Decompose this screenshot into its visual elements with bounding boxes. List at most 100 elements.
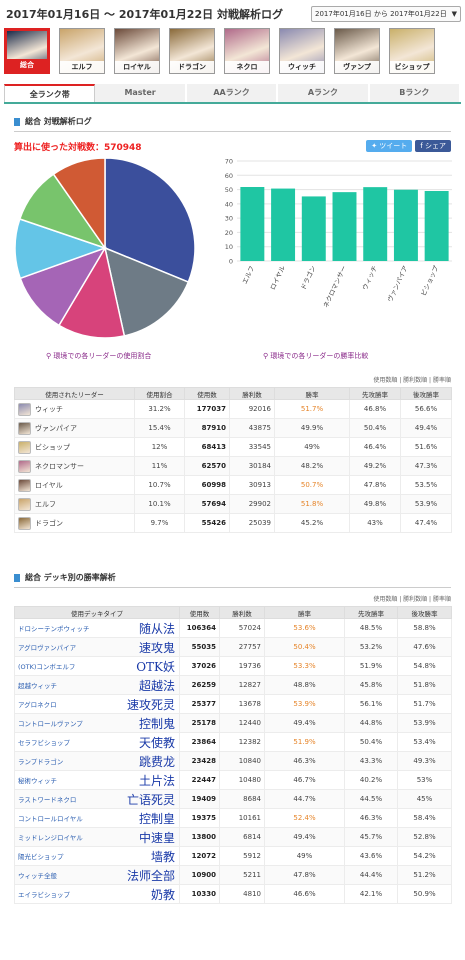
column-header[interactable]: 後攻勝率 (397, 606, 452, 619)
tweet-button[interactable]: ✦ ツイート (366, 140, 413, 152)
first-winrate-cell: 46.4% (349, 437, 401, 457)
used-cell: 37026 (179, 656, 220, 676)
used-cell: 22447 (179, 770, 220, 790)
leader-card[interactable]: 総合 (4, 28, 50, 74)
first-winrate-cell: 43.3% (344, 751, 398, 771)
leader-card[interactable]: ドラゴン (169, 28, 215, 74)
pie-caption[interactable]: ⚲ 環境での各リーダーの使用割合 (46, 351, 151, 361)
column-header[interactable]: 使用数 (184, 387, 230, 400)
deck-name-cell[interactable]: コントロールロイヤル 控制皇 (14, 808, 180, 828)
facebook-icon: f (420, 142, 425, 150)
second-winrate-cell: 53.5% (400, 475, 452, 495)
column-header[interactable]: 使用デッキタイプ (14, 606, 180, 619)
table-row: ランプドラゴン 跳费龙 23428 10840 46.3% 43.3% 49.3% (14, 751, 452, 771)
column-header[interactable]: 勝利数 (219, 606, 265, 619)
deck-link[interactable]: ミッドレンジロイヤル (18, 834, 83, 842)
leader-name: ネクロマンサー (35, 462, 84, 470)
winrate-cell: 46.7% (264, 770, 345, 790)
second-winrate-cell: 56.6% (400, 399, 452, 419)
deck-link[interactable]: ウィッチ全般 (18, 872, 57, 880)
column-header[interactable]: 使用数 (179, 606, 220, 619)
leader-card[interactable]: ロイヤル (114, 28, 160, 74)
deck-link[interactable]: セラフビショップ (18, 739, 70, 747)
sort-links[interactable]: 使用数順 | 勝利数順 | 勝率順 (373, 377, 451, 384)
winrate-cell: 46.3% (264, 751, 345, 771)
leader-card[interactable]: ネクロ (224, 28, 270, 74)
column-header[interactable]: 後攻勝率 (400, 387, 452, 400)
facebook-share-button[interactable]: f シェア (415, 140, 451, 152)
rank-tab[interactable]: Bランク (369, 84, 462, 102)
deck-name-cell[interactable]: アグロネクロ 速攻死灵 (14, 694, 180, 714)
first-winrate-cell: 42.1% (344, 884, 398, 904)
column-header[interactable]: 先攻勝率 (344, 606, 398, 619)
wins-cell: 25039 (229, 513, 275, 533)
deck-annotation: 墙教 (150, 850, 175, 864)
deck-link[interactable]: コントロールヴァンプ (18, 720, 83, 728)
deck-link[interactable]: 超越ウィッチ (18, 682, 57, 690)
deck-link[interactable]: 陽光ビショップ (18, 853, 64, 861)
leader-name-cell: ヴァンパイア (14, 418, 135, 438)
deck-link[interactable]: アグロネクロ (18, 701, 57, 709)
deck-link[interactable]: ラストワードネクロ (18, 796, 77, 804)
column-header[interactable]: 先攻勝率 (349, 387, 401, 400)
column-header[interactable]: 使用されたリーダー (14, 387, 135, 400)
rank-tab[interactable]: Master (95, 84, 187, 102)
wins-cell: 10161 (219, 808, 265, 828)
date-range-select[interactable]: 2017年01月16日 から 2017年01月22日 ▼ (311, 6, 461, 22)
wins-cell: 5211 (219, 865, 265, 885)
leader-card[interactable]: エルフ (59, 28, 105, 74)
deck-name-cell[interactable]: ランプドラゴン 跳费龙 (14, 751, 180, 771)
deck-link[interactable]: ドロシーテンポウィッチ (18, 625, 90, 633)
leader-card[interactable]: ウィッチ (279, 28, 325, 74)
bar-caption[interactable]: ⚲ 環境での各リーダーの勝率比較 (263, 351, 368, 361)
table-row: ウィッチ全般 法师全部 10900 5211 47.8% 44.4% 51.2% (14, 865, 452, 885)
deck-link[interactable]: コントロールロイヤル (18, 815, 83, 823)
y-tick-label: 10 (225, 243, 233, 251)
deck-link[interactable]: アグロヴァンパイア (18, 644, 77, 652)
deck-name-cell[interactable]: アグロヴァンパイア 速攻鬼 (14, 637, 180, 657)
leader-avatar-icon (18, 421, 31, 435)
deck-link[interactable]: ランプドラゴン (18, 758, 64, 766)
deck-name-cell[interactable]: 超越ウィッチ 超越法 (14, 675, 180, 695)
section-bullet-icon (14, 117, 20, 126)
deck-name-cell[interactable]: セラフビショップ 天使教 (14, 732, 180, 752)
column-header[interactable]: 勝率 (274, 387, 350, 400)
deck-name-cell[interactable]: エイラビショップ 奶教 (14, 884, 180, 904)
wins-cell: 30184 (229, 456, 275, 476)
table-row: エイラビショップ 奶教 10330 4810 46.6% 42.1% 50.9% (14, 884, 452, 904)
column-header[interactable]: 勝利数 (229, 387, 275, 400)
deck-name-cell[interactable]: ラストワードネクロ 亡语死灵 (14, 789, 180, 809)
leader-name: ロイヤル (35, 481, 63, 489)
deck-link[interactable]: エイラビショップ (18, 891, 70, 899)
column-header[interactable]: 勝率 (264, 606, 345, 619)
wins-cell: 10480 (219, 770, 265, 790)
rank-tab[interactable]: Aランク (278, 84, 370, 102)
deck-link[interactable]: 秘術ウィッチ (18, 777, 57, 785)
leader-card[interactable]: ヴァンプ (334, 28, 380, 74)
rank-tab[interactable]: 全ランク帯 (4, 84, 96, 102)
sort-links[interactable]: 使用数順 | 勝利数順 | 勝率順 (373, 596, 451, 603)
first-winrate-cell: 45.8% (344, 675, 398, 695)
deck-name-cell[interactable]: 陽光ビショップ 墙教 (14, 846, 180, 866)
bar (393, 189, 418, 261)
winrate-cell: 48.8% (264, 675, 345, 695)
deck-name-cell[interactable]: 秘術ウィッチ 土片法 (14, 770, 180, 790)
deck-name-cell[interactable]: ミッドレンジロイヤル 中速皇 (14, 827, 180, 847)
deck-link[interactable]: (OTK)コンボエルフ (18, 663, 76, 671)
second-winrate-cell: 58.8% (397, 618, 452, 638)
y-tick-label: 20 (225, 229, 233, 237)
deck-name-cell[interactable]: ウィッチ全般 法师全部 (14, 865, 180, 885)
leader-card[interactable]: ビショップ (389, 28, 435, 74)
column-header[interactable]: 使用割合 (134, 387, 185, 400)
deck-name-cell[interactable]: コントロールヴァンプ 控制鬼 (14, 713, 180, 733)
deck-name-cell[interactable]: ドロシーテンポウィッチ 随从法 (14, 618, 180, 638)
winrate-cell: 49% (274, 437, 350, 457)
deck-name-cell[interactable]: (OTK)コンボエルフ OTK妖 (14, 656, 180, 676)
rank-tab[interactable]: AAランク (186, 84, 279, 102)
used-cell: 23864 (179, 732, 220, 752)
leader-name-cell: エルフ (14, 494, 135, 514)
first-winrate-cell: 50.4% (349, 418, 401, 438)
used-cell: 62570 (184, 456, 230, 476)
first-winrate-cell: 47.8% (349, 475, 401, 495)
bar (363, 187, 388, 261)
